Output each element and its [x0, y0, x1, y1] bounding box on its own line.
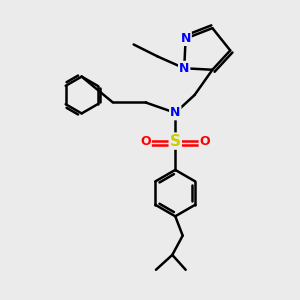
Text: O: O	[200, 135, 210, 148]
Text: N: N	[181, 32, 191, 45]
Text: S: S	[170, 134, 181, 148]
Text: N: N	[179, 62, 189, 75]
Text: O: O	[140, 135, 151, 148]
Text: N: N	[170, 106, 181, 119]
